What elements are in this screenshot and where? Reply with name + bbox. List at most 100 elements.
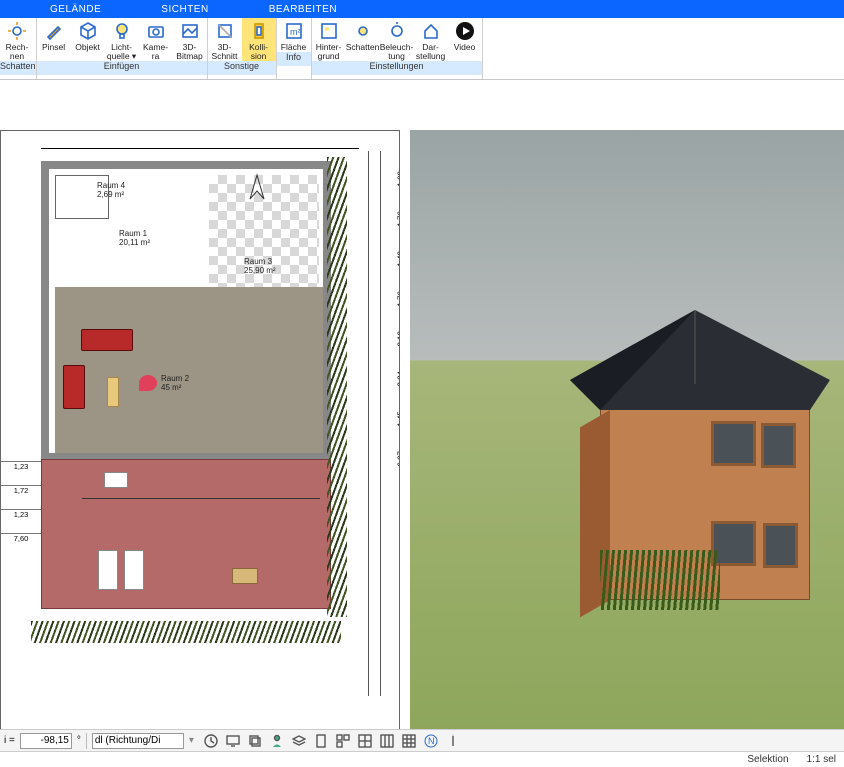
grid3-icon[interactable]	[401, 733, 417, 749]
hintergrund-button[interactable]: Hinter- grund	[312, 18, 346, 61]
ribbon-group-schatten: Rech- nenSchatten	[0, 18, 37, 79]
kollision-button[interactable]: Kolli- sion	[242, 18, 276, 61]
dim-right: 2,12	[397, 331, 400, 347]
ribbon-group-einfügen: Pinsel Objekt Licht- quelle ▾Kame- ra3D-…	[37, 18, 208, 79]
bulb-icon	[111, 20, 133, 42]
ribbon-toolbar: Rech- nenSchattenPinsel Objekt Licht- qu…	[0, 18, 844, 80]
img-icon	[179, 20, 201, 42]
grid2-icon[interactable]	[379, 733, 395, 749]
bg-icon	[318, 20, 340, 42]
room-3-label: Raum 3 25,90 m²	[244, 257, 276, 275]
terrace-table	[104, 472, 128, 488]
ruler-right: 1,09 1,76 1,42 1,76 2,12 3,84 1,45 6,97	[353, 151, 399, 696]
person-icon[interactable]	[269, 733, 285, 749]
status-selektion: Selektion	[747, 754, 788, 765]
rechnen-button[interactable]: Rech- nen	[0, 18, 34, 61]
menu-gelaende[interactable]: GELÄNDE	[50, 4, 101, 15]
stack-icon[interactable]	[247, 733, 263, 749]
kamera-button[interactable]: Kame- ra	[139, 18, 173, 61]
status-scale: 1:1 sel	[807, 754, 836, 765]
lounger-1	[98, 550, 118, 590]
group-label: Schatten	[0, 61, 36, 75]
info-icon[interactable]	[445, 733, 461, 749]
lichtquelle-button[interactable]: Licht- quelle ▾	[105, 18, 139, 61]
bottom-toolbar: i = ° ▾ N	[0, 729, 844, 751]
eq-label: i =	[4, 735, 15, 746]
north-arrow-icon	[244, 173, 270, 201]
N-icon[interactable]: N	[423, 733, 439, 749]
screen-icon[interactable]	[225, 733, 241, 749]
room-1-label: Raum 1 20,11 m²	[119, 229, 150, 247]
group-label: Sonstige	[208, 61, 276, 75]
dim-right: 1,45	[397, 411, 400, 427]
window-lower-2	[763, 523, 798, 568]
menu-bar: GELÄNDE SICHTEN BEARBEITEN	[0, 0, 844, 18]
menu-bearbeiten[interactable]: BEARBEITEN	[269, 4, 337, 15]
work-area: Raum 4 2,69 m² Raum 1 20,11 m² Raum 3 25…	[0, 130, 844, 737]
status-bar: Selektion 1:1 sel	[0, 751, 844, 767]
dim-right: 1,42	[397, 251, 400, 267]
pinsel-button[interactable]: Pinsel	[37, 18, 71, 61]
dim-right: 6,97	[397, 451, 400, 467]
sofa-1	[81, 329, 133, 351]
3dschnitt-button[interactable]: 3D- Schnitt	[208, 18, 242, 61]
3d-hedge	[600, 550, 720, 610]
ribbon-group-sonstige: 3D- SchnittKolli- sionSonstige	[208, 18, 277, 79]
direction-dropdown[interactable]	[92, 733, 184, 749]
angle-input[interactable]	[20, 733, 72, 749]
menu-sichten[interactable]: SICHTEN	[161, 4, 208, 15]
darstellung-button[interactable]: Dar- stellung	[414, 18, 448, 61]
slice-icon	[214, 20, 236, 42]
group-label: Einfügen	[37, 61, 207, 75]
doc-icon[interactable]	[313, 733, 329, 749]
house-icon	[420, 20, 442, 42]
terrace-bench	[232, 568, 258, 584]
room-2-label: Raum 2 45 m²	[161, 374, 189, 392]
dim-right: 1,09	[397, 171, 400, 187]
beleuchtung-button[interactable]: Beleuch- tung	[380, 18, 414, 61]
3dbitmap-button[interactable]: 3D- Bitmap	[173, 18, 207, 61]
objekt-button[interactable]: Objekt	[71, 18, 105, 61]
building-outline: Raum 4 2,69 m² Raum 1 20,11 m² Raum 3 25…	[41, 161, 331, 461]
room-4-label: Raum 4 2,69 m²	[97, 181, 125, 199]
angle-unit: °	[77, 735, 81, 746]
dims-left: 1,23 1,72 1,23 7,60	[1, 461, 41, 543]
svg-text:m²: m²	[290, 27, 301, 37]
grid1-icon[interactable]	[357, 733, 373, 749]
sun-icon	[6, 20, 28, 42]
video-button[interactable]: Video	[448, 18, 482, 61]
play-icon	[454, 20, 476, 42]
floorplan-view[interactable]: Raum 4 2,69 m² Raum 1 20,11 m² Raum 3 25…	[0, 130, 400, 737]
clock-icon[interactable]	[203, 733, 219, 749]
hedge-bottom	[31, 621, 341, 643]
room-2	[55, 287, 323, 453]
dim-right: 1,76	[397, 291, 400, 307]
group-label: Einstellungen	[312, 61, 482, 75]
plan-drawing: Raum 4 2,69 m² Raum 1 20,11 m² Raum 3 25…	[41, 161, 331, 641]
sofa-2	[63, 365, 85, 409]
ribbon-group-info: m²Fläche Info	[277, 18, 312, 79]
lounger-2	[124, 550, 144, 590]
dim-right: 1,76	[397, 211, 400, 227]
3d-house	[560, 310, 830, 590]
area-icon: m²	[283, 20, 305, 42]
ribbon-group-einstellungen: Hinter- grundSchatten Beleuch- tungDar- …	[312, 18, 483, 79]
beanbag	[139, 375, 157, 391]
terrace	[41, 459, 331, 609]
cube-icon	[77, 20, 99, 42]
boxes-icon[interactable]	[335, 733, 351, 749]
3d-view[interactable]	[410, 130, 844, 737]
house-roof-icon	[560, 310, 830, 430]
svg-text:N: N	[428, 736, 435, 746]
hedge-right	[327, 157, 347, 617]
terrace-dimline	[82, 498, 320, 499]
ruler-top	[41, 131, 359, 149]
light-icon	[386, 20, 408, 42]
flaeche-button[interactable]: m²Fläche	[277, 18, 311, 52]
schatten-set-button[interactable]: Schatten	[346, 18, 380, 61]
layers-icon[interactable]	[291, 733, 307, 749]
coffee-table	[107, 377, 119, 407]
dim-right: 3,84	[397, 371, 400, 387]
brush-icon	[43, 20, 65, 42]
collide-icon	[248, 20, 270, 42]
